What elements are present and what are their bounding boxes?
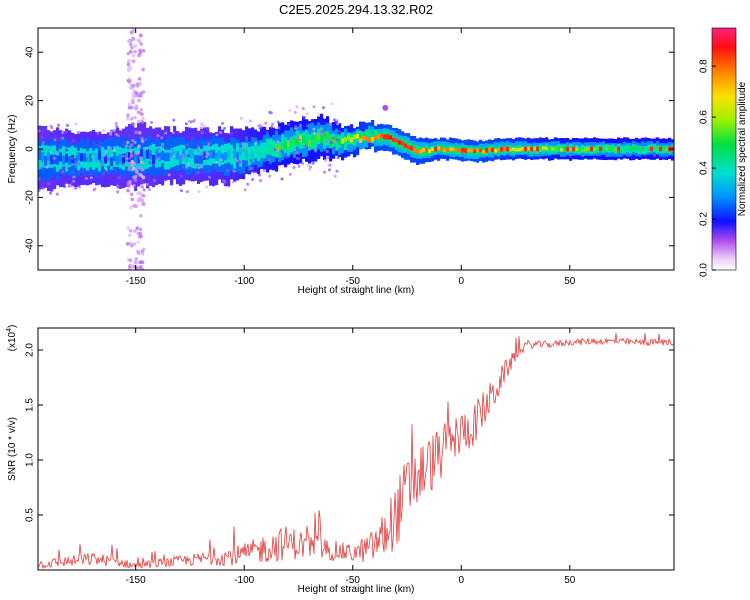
snr-xlabel: Height of straight line (km) bbox=[298, 584, 415, 595]
x-tick-label: -50 bbox=[346, 276, 361, 287]
y-tick-label: 0.5 bbox=[25, 508, 36, 522]
colorbar: 0.0 0.2 0.4 0.6 0.8 Normalized spectral ampl… bbox=[699, 27, 748, 277]
snr-ticks: -150 -100 -50 0 50 0.5 1.0 1.5 2.0 bbox=[25, 328, 674, 586]
spectrogram-image bbox=[38, 28, 674, 270]
x-tick-label: 0 bbox=[458, 276, 464, 287]
y-tick-label: 40 bbox=[25, 46, 36, 58]
colorbar-tick-label: 0.0 bbox=[699, 263, 710, 277]
y-tick-label: -40 bbox=[25, 238, 36, 253]
x-tick-label: -150 bbox=[126, 276, 146, 287]
snr-series-line bbox=[38, 332, 674, 570]
x-tick-label: -100 bbox=[234, 276, 254, 287]
x-tick-label: -100 bbox=[234, 575, 254, 586]
x-tick-label: -150 bbox=[126, 575, 146, 586]
y-tick-label: 1.0 bbox=[25, 453, 36, 467]
spectrogram-ylabel: Frequency (Hz) bbox=[7, 115, 18, 184]
colorbar-ticks: 0.0 0.2 0.4 0.6 0.8 bbox=[699, 59, 716, 277]
x-tick-label: -50 bbox=[346, 575, 361, 586]
x-tick-label: 50 bbox=[564, 575, 576, 586]
y-tick-label: 1.5 bbox=[25, 398, 36, 412]
colorbar-tick-label: 0.6 bbox=[699, 110, 710, 124]
y-tick-label: 2.0 bbox=[25, 343, 36, 357]
chart-title: C2E5.2025.294.13.32.R02 bbox=[279, 2, 433, 17]
colorbar-gradient bbox=[711, 27, 737, 271]
y-tick-label: 0 bbox=[25, 146, 36, 152]
spectrogram-blob bbox=[382, 104, 389, 111]
snr-multiplier: (x104) bbox=[6, 325, 18, 352]
snr-frame bbox=[37, 327, 675, 571]
spectrogram-panel: -150 -100 -50 0 50 40 20 0 -20 -40 Height of stra… bbox=[7, 27, 675, 296]
colorbar-tick-label: 0.8 bbox=[699, 59, 710, 73]
spectrogram-ticks: -150 -100 -50 0 50 40 20 0 -20 -40 bbox=[25, 28, 674, 287]
colorbar-tick-label: 0.4 bbox=[699, 161, 710, 175]
y-tick-label: -20 bbox=[25, 190, 36, 205]
colorbar-label: Normalized spectral amplitude bbox=[737, 81, 748, 216]
snr-panel: -150 -100 -50 0 50 0.5 1.0 1.5 2.0 Height of str… bbox=[6, 325, 675, 595]
y-tick-label: 20 bbox=[25, 95, 36, 107]
snr-ylabel: SNR (10 * v/v) bbox=[7, 417, 18, 481]
spectrogram-xlabel: Height of straight line (km) bbox=[298, 285, 415, 296]
colorbar-tick-label: 0.2 bbox=[699, 212, 710, 226]
x-tick-label: 50 bbox=[564, 276, 576, 287]
x-tick-label: 0 bbox=[458, 575, 464, 586]
